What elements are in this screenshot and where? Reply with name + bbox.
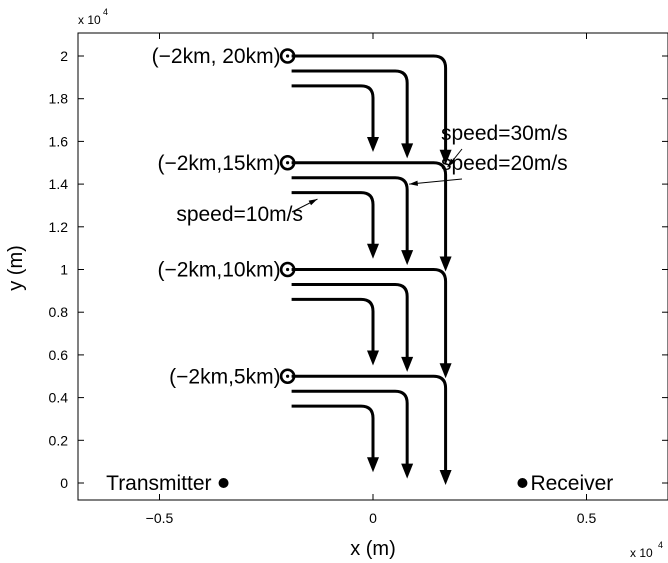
- x-tick-label: −0.5: [146, 510, 174, 526]
- start-marker-center: [286, 161, 290, 165]
- trajectory-arrowhead: [367, 457, 379, 473]
- x-multiplier-exp: 4: [658, 540, 663, 550]
- annotation-arrowhead: [409, 180, 418, 186]
- start-marker-center: [286, 54, 290, 58]
- start-label: (−2km,10km): [157, 259, 280, 282]
- y-multiplier: x 10: [78, 13, 101, 27]
- trajectory-line: [291, 282, 409, 366]
- trajectory-line: [291, 191, 375, 253]
- start-marker: [279, 368, 296, 385]
- start-marker: [279, 154, 296, 171]
- y-multiplier-exp: 4: [103, 7, 108, 17]
- trajectory-line: [291, 161, 448, 266]
- y-tick-label: 0.6: [49, 347, 69, 363]
- annotation-leader: [409, 178, 463, 185]
- speed-annotation: speed=20m/s: [441, 152, 568, 175]
- start-marker-center: [286, 267, 290, 272]
- start-marker-center: [286, 374, 290, 378]
- trajectory-arrowhead: [401, 250, 414, 266]
- y-tick-label: 1.2: [49, 219, 69, 235]
- trajectory-arrowhead: [439, 470, 452, 485]
- trajectory-line: [291, 297, 375, 360]
- trajectory-arrowhead: [401, 356, 414, 372]
- trajectory-arrowhead: [439, 363, 452, 379]
- trajectory-line: [291, 84, 375, 146]
- y-tick-label: 1: [60, 262, 68, 278]
- start-label: (−2km, 20km): [152, 45, 281, 68]
- y-tick-label: 0.2: [49, 432, 69, 448]
- y-tick-label: 2: [60, 48, 68, 64]
- trajectory-line: [291, 69, 409, 153]
- trajectory-line: [291, 176, 409, 260]
- y-axis-label: y (m): [5, 245, 27, 291]
- trajectory-arrowhead: [367, 136, 379, 152]
- trajectory-line: [291, 389, 409, 473]
- start-label: (−2km,15km): [157, 152, 280, 175]
- annotation-arrowhead: [447, 158, 456, 168]
- trajectory-arrowhead: [401, 143, 414, 159]
- y-tick-label: 0.8: [49, 304, 69, 320]
- y-tick-label: 1.6: [49, 133, 69, 149]
- station-label: Receiver: [530, 472, 613, 495]
- station-label: Transmitter: [106, 472, 211, 495]
- trajectory-arrowhead: [401, 463, 414, 479]
- station-marker: [517, 478, 528, 488]
- trajectory-arrowhead: [439, 149, 452, 165]
- start-marker: [279, 48, 296, 64]
- station-marker: [218, 478, 229, 488]
- start-marker: [279, 261, 296, 278]
- x-axis-label: x (m): [350, 538, 396, 560]
- trajectory-line: [291, 54, 448, 159]
- speed-annotation: speed=10m/s: [176, 203, 303, 226]
- x-multiplier: x 10: [630, 546, 653, 560]
- annotation-arrowhead: [308, 199, 318, 206]
- trajectory-arrowhead: [367, 350, 379, 366]
- x-tick-label: 0: [369, 510, 377, 526]
- trajectory-line: [291, 374, 448, 479]
- y-tick-label: 0.4: [49, 390, 69, 406]
- trajectory-arrowhead: [367, 243, 379, 259]
- trajectory-arrowhead: [439, 256, 452, 272]
- start-label: (−2km,5km): [169, 365, 280, 388]
- speed-annotation: speed=30m/s: [441, 122, 568, 145]
- trajectory-line: [291, 404, 375, 467]
- y-tick-label: 1.8: [49, 91, 69, 107]
- trajectory-line: [291, 268, 448, 373]
- x-tick-label: 0.5: [577, 510, 597, 526]
- y-tick-label: 0: [60, 475, 68, 491]
- y-tick-label: 1.4: [49, 176, 69, 192]
